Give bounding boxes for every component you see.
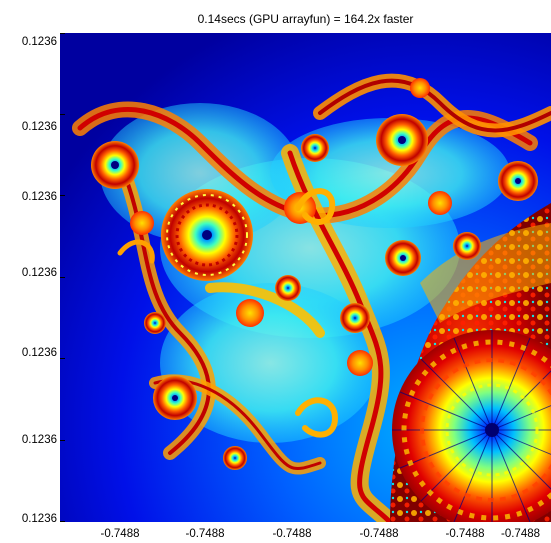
y-tick-mark bbox=[60, 114, 65, 115]
y-tick-label: 0.1236 bbox=[21, 434, 57, 446]
y-tick-label: 0.1236 bbox=[21, 267, 57, 279]
y-tick-mark bbox=[60, 195, 65, 196]
x-tick-label: -0.7488 bbox=[100, 528, 140, 540]
y-tick-mark bbox=[60, 440, 65, 441]
x-tick-label: -0.7488 bbox=[185, 528, 225, 540]
y-tick-label: 0.1236 bbox=[21, 36, 57, 48]
mandelbrot-fractal-image bbox=[60, 33, 551, 522]
x-tick-label: -0.7488 bbox=[445, 528, 485, 540]
y-tick-mark bbox=[60, 521, 65, 522]
figure-title: 0.14secs (GPU arrayfun) = 164.2x faster bbox=[197, 12, 414, 26]
y-tick-mark bbox=[60, 358, 65, 359]
x-tick-label: -0.7488 bbox=[359, 528, 399, 540]
fractal-image-axes[interactable] bbox=[60, 33, 551, 522]
y-tick-label: 0.1236 bbox=[21, 347, 57, 359]
y-tick-mark bbox=[60, 33, 65, 34]
y-tick-label: 0.1236 bbox=[21, 513, 57, 525]
x-tick-label: -0.7488 bbox=[501, 528, 541, 540]
x-tick-label: -0.7488 bbox=[272, 528, 312, 540]
y-tick-label: 0.1236 bbox=[21, 191, 57, 203]
y-tick-mark bbox=[60, 277, 65, 278]
y-tick-label: 0.1236 bbox=[21, 121, 57, 133]
